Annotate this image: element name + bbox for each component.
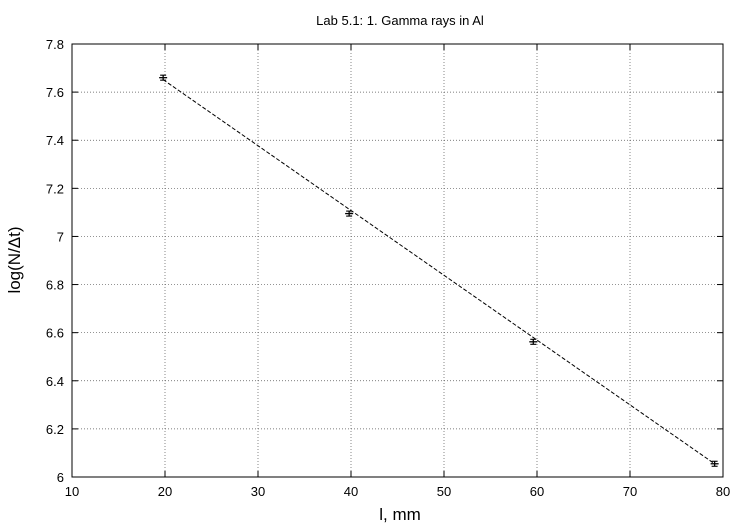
x-axis-label: l, mm — [379, 505, 421, 524]
data-point — [710, 460, 719, 467]
fit-line-group — [162, 79, 715, 465]
x-axis-ticks: 10 20 30 40 50 60 70 80 — [65, 44, 730, 499]
y-tick-label: 6.6 — [46, 326, 64, 341]
y-tick-label: 7 — [57, 229, 64, 244]
x-tick-label: 20 — [158, 484, 172, 499]
plot-frame — [71, 43, 724, 478]
x-tick-label: 30 — [251, 484, 265, 499]
y-tick-label: 6 — [57, 470, 64, 485]
x-tick-label: 10 — [65, 484, 79, 499]
chart-title: Lab 5.1: 1. Gamma rays in Al — [316, 13, 484, 28]
fit-line — [162, 79, 715, 465]
x-tick-label: 70 — [623, 484, 637, 499]
x-tick-label: 80 — [716, 484, 730, 499]
grid — [72, 44, 723, 477]
y-tick-label: 7.6 — [46, 85, 64, 100]
y-tick-label: 6.8 — [46, 278, 64, 293]
y-axis-ticks: 6 6.2 6.4 6.6 6.8 7 7.2 7.4 7.6 7.8 — [46, 37, 723, 485]
y-tick-label: 7.8 — [46, 37, 64, 52]
data-point — [529, 338, 538, 345]
data-point — [345, 210, 354, 217]
y-tick-label: 7.2 — [46, 181, 64, 196]
y-tick-label: 7.4 — [46, 133, 64, 148]
data-points — [159, 74, 719, 467]
x-tick-label: 50 — [437, 484, 451, 499]
data-point — [159, 74, 168, 81]
x-tick-label: 60 — [530, 484, 544, 499]
y-tick-label: 6.4 — [46, 374, 64, 389]
y-axis-label: log(N/Δt) — [5, 226, 24, 293]
y-tick-label: 6.2 — [46, 422, 64, 437]
x-tick-label: 40 — [344, 484, 358, 499]
